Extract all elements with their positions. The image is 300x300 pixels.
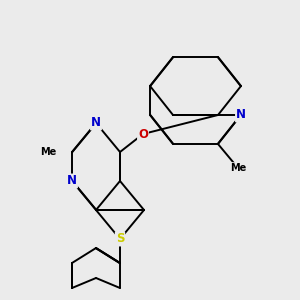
Text: O: O (138, 128, 148, 140)
Text: Me: Me (40, 147, 56, 157)
Text: N: N (67, 175, 77, 188)
Text: N: N (236, 109, 246, 122)
Text: S: S (116, 232, 124, 245)
Text: N: N (91, 116, 101, 130)
Text: Me: Me (230, 163, 246, 173)
